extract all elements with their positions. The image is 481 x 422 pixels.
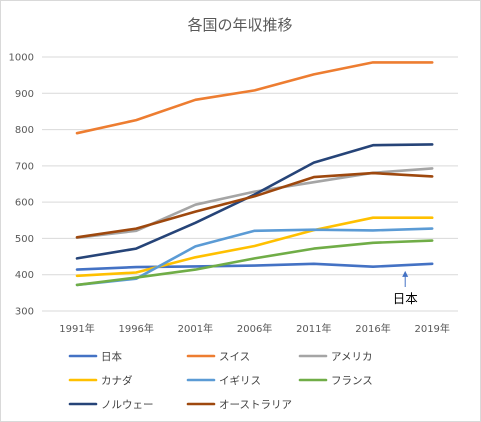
y-axis: 300 400 500 600 700 800 900 1000 — [9, 53, 34, 318]
x-tick-label: 2001年 — [178, 322, 213, 335]
y-tick-label: 900 — [15, 89, 34, 100]
y-tick-label: 400 — [15, 270, 34, 281]
legend-item: カナダ — [68, 374, 133, 387]
annotation-arrowhead — [402, 270, 409, 277]
legend-item: 日本 — [68, 350, 122, 363]
legend-item: イギリス — [186, 375, 261, 387]
x-tick-label: 1996年 — [118, 322, 153, 335]
x-tick-label: 1991年 — [59, 322, 94, 335]
x-tick-label: 2016年 — [355, 322, 390, 335]
annotation-label: 日本 — [393, 291, 419, 306]
x-axis: 1991年 1996年 2001年 2006年 2011年 2016年 2019年 — [59, 322, 450, 335]
legend-label: 日本 — [101, 350, 122, 363]
y-tick-label: 1000 — [9, 53, 34, 64]
series-line — [75, 262, 434, 271]
legend-label: イギリス — [219, 375, 261, 387]
x-tick-label: 2006年 — [237, 322, 272, 335]
x-tick-label: 2011年 — [296, 322, 331, 335]
legend-item: オーストラリア — [186, 399, 292, 411]
legend-label: ノルウェー — [101, 399, 154, 411]
legend-label: カナダ — [101, 374, 133, 387]
legend-item: フランス — [298, 375, 373, 387]
legend-label: アメリカ — [331, 351, 372, 363]
legend-item: スイス — [186, 351, 250, 363]
chart-title: 各国の年収推移 — [187, 16, 292, 34]
legend-label: フランス — [331, 375, 373, 387]
legend-label: オーストラリア — [219, 399, 292, 411]
annotation: 日本 — [393, 270, 419, 306]
y-tick-label: 800 — [15, 125, 34, 136]
series-line — [75, 171, 434, 239]
series-line — [75, 216, 434, 278]
legend-label: スイス — [219, 351, 250, 363]
legend-item: ノルウェー — [68, 399, 154, 411]
x-tick-label: 2019年 — [414, 322, 449, 335]
series-line — [75, 61, 434, 135]
series-line — [75, 143, 434, 260]
series-lines — [75, 61, 434, 287]
legend-item: アメリカ — [298, 351, 372, 363]
y-tick-label: 500 — [15, 234, 34, 245]
y-tick-label: 600 — [15, 198, 34, 209]
y-tick-label: 700 — [15, 161, 34, 172]
y-tick-label: 300 — [15, 307, 34, 318]
series-line — [75, 239, 434, 287]
